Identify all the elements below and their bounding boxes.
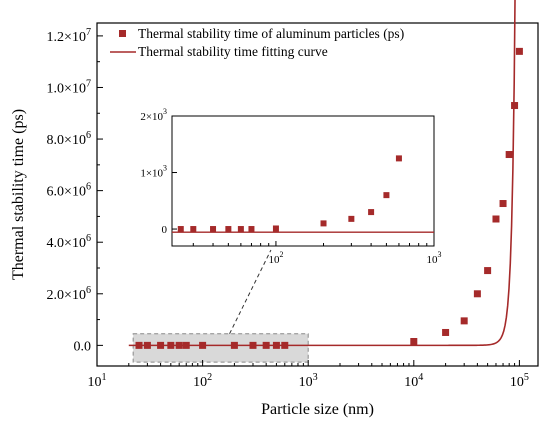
inset-x-tick-label-base: 10 (268, 254, 280, 266)
inset-y-tick-label-base: 2×10 (140, 111, 163, 123)
main-x-tick-label-base: 10 (193, 375, 207, 390)
main-x-tick-label-base: 10 (510, 375, 524, 390)
main-data-point (410, 338, 418, 345)
main-y-tick-label-exp: 7 (86, 27, 91, 38)
main-y-tick-label: 0.0 (74, 339, 92, 354)
main-x-tick-label-base: 10 (87, 375, 101, 390)
main-y-tick-label-base: 0.0 (74, 339, 92, 354)
main-data-point (262, 341, 270, 349)
main-fit-curve (128, 0, 516, 347)
main-y-tick-label: 8.0×106 (47, 130, 91, 148)
main-y-tick-label: 1.2×107 (47, 27, 91, 45)
main-y-tick-label-base: 1.0×10 (47, 81, 86, 96)
inset-plot-frame (171, 115, 435, 247)
main-y-tick-label: 4.0×106 (47, 233, 91, 251)
legend-scatter-label: Thermal stability time of aluminum parti… (138, 26, 404, 41)
inset-y-tick-label-exp: 3 (163, 107, 167, 116)
main-data-point (135, 341, 143, 349)
main-data-point (230, 341, 238, 349)
main-x-tick-label-exp: 5 (524, 372, 529, 383)
inset-x-tick-label-exp: 3 (438, 250, 442, 259)
main-x-tick-label-base: 10 (404, 375, 418, 390)
main-x-tick-label: 104 (404, 372, 423, 390)
main-x-tick-label-base: 10 (299, 375, 313, 390)
main-plot: 101 102 103 104 1050.02.0×1064.0×1066.0×1068… (10, 0, 539, 418)
main-data-point (511, 102, 519, 110)
main-data-point (157, 341, 165, 349)
inset-data-point (272, 225, 279, 232)
main-y-tick-label-exp: 6 (86, 233, 91, 244)
main-y-tick-label-exp: 6 (86, 130, 91, 141)
inset-y-tick-label: 2×103 (140, 107, 167, 123)
inset-data-point (210, 226, 217, 233)
main-data-point (175, 341, 183, 349)
inset-y-tick-label-base: 1×10 (140, 168, 163, 180)
main-data-point (460, 317, 468, 325)
main-data-point (281, 341, 289, 349)
inset-y-tick-label-base: 0 (162, 224, 168, 236)
inset-y-tick-label: 1×103 (140, 164, 167, 180)
inset-y-tick-label-exp: 3 (163, 164, 167, 173)
legend-scatter-marker (119, 30, 126, 37)
main-data-point (484, 267, 492, 275)
main-y-tick-label-exp: 6 (86, 285, 91, 296)
main-x-tick-label: 105 (510, 372, 529, 390)
main-y-axis-title: Thermal stability time (ps) (10, 109, 27, 280)
main-data-point (442, 328, 450, 336)
main-data-point (473, 290, 481, 298)
main-data-point (272, 341, 280, 349)
main-x-tick-label-exp: 3 (313, 372, 318, 383)
main-data-point (182, 341, 190, 349)
main-y-tick-label: 6.0×106 (47, 182, 91, 200)
main-data-point (515, 47, 523, 55)
main-x-axis-title: Particle size (nm) (261, 401, 374, 418)
inset-x-tick-label-exp: 2 (279, 250, 283, 259)
main-y-tick-label-base: 4.0×10 (47, 236, 86, 251)
main-x-tick-label: 101 (87, 372, 106, 390)
main-x-tick-label: 102 (193, 372, 212, 390)
inset-data-point (320, 220, 327, 227)
inset-data-point (348, 215, 355, 222)
legend: Thermal stability time of aluminum parti… (110, 26, 404, 59)
inset-data-point (225, 226, 232, 233)
main-x-tick-label-exp: 1 (101, 372, 106, 383)
main-data-point (492, 215, 500, 223)
inset-data-point (190, 226, 197, 233)
main-x-tick-label: 103 (299, 372, 318, 390)
inset-data-point (248, 226, 255, 233)
main-y-tick-label-base: 1.2×10 (47, 30, 86, 45)
inset-data-point (237, 226, 244, 233)
inset-data-point (395, 155, 402, 162)
main-y-tick-label: 2.0×106 (47, 285, 91, 303)
main-y-tick-label-base: 6.0×10 (47, 185, 86, 200)
inset-data-point (177, 226, 184, 233)
inset-y-tick-label: 0 (162, 224, 168, 236)
main-data-point (249, 341, 257, 349)
main-data-point (505, 151, 513, 159)
main-y-tick-label: 1.0×107 (47, 78, 91, 96)
main-data-point (499, 200, 507, 208)
main-y-tick-label-exp: 6 (86, 182, 91, 193)
zoom-connector-line (229, 249, 272, 334)
inset-data-point (383, 192, 390, 199)
main-y-tick-label-exp: 7 (86, 78, 91, 89)
main-x-tick-label-exp: 2 (207, 372, 212, 383)
main-y-tick-label-base: 8.0×10 (47, 133, 86, 148)
inset-data-point (368, 209, 375, 216)
legend-line-label: Thermal stability time fitting curve (138, 44, 328, 59)
inset-x-tick-label: 103 (427, 250, 442, 266)
main-data-point (167, 341, 175, 349)
main-plot-frame (96, 22, 539, 367)
inset-x-tick-label-base: 10 (427, 254, 439, 266)
main-data-point (143, 341, 151, 349)
main-data-point (199, 341, 207, 349)
main-x-tick-label-exp: 4 (418, 372, 423, 383)
main-y-tick-label-base: 2.0×10 (47, 288, 86, 303)
inset-x-tick-label: 102 (268, 250, 283, 266)
